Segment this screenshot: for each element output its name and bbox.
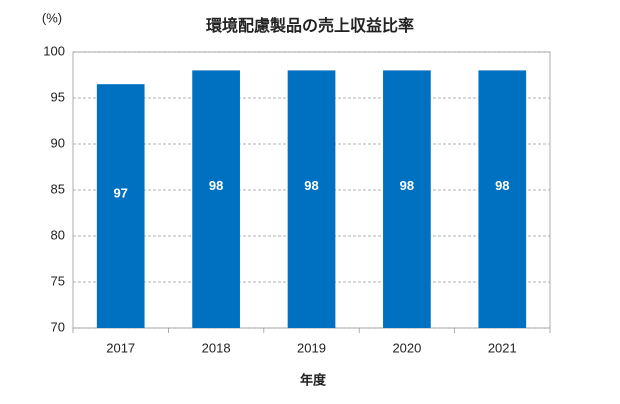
bar <box>96 84 145 328</box>
bar <box>192 70 240 329</box>
bar <box>383 70 431 329</box>
y-tick-label: 100 <box>43 43 65 58</box>
value-label: 98 <box>304 178 318 193</box>
x-tick-label: 2017 <box>106 340 135 355</box>
y-tick-label: 90 <box>51 135 65 150</box>
x-tick-label: 2019 <box>297 340 326 355</box>
value-label: 98 <box>495 178 509 193</box>
bar <box>478 70 527 329</box>
x-axis-label: 年度 <box>300 372 327 387</box>
x-tick-label: 2018 <box>202 340 231 355</box>
y-tick-label: 80 <box>51 227 65 242</box>
y-tick-label: 95 <box>51 89 65 104</box>
bar <box>287 70 336 329</box>
value-label: 97 <box>113 185 127 200</box>
y-tick-label: 85 <box>51 181 65 196</box>
chart-title: 環境配慮製品の売上収益比率 <box>206 16 414 35</box>
y-tick-label: 75 <box>51 273 65 288</box>
y-unit: (%) <box>42 10 62 25</box>
value-label: 98 <box>209 178 223 193</box>
x-tick-label: 2021 <box>488 340 517 355</box>
x-tick-label: 2020 <box>392 340 421 355</box>
y-tick-label: 70 <box>51 319 65 334</box>
value-label: 98 <box>400 178 414 193</box>
